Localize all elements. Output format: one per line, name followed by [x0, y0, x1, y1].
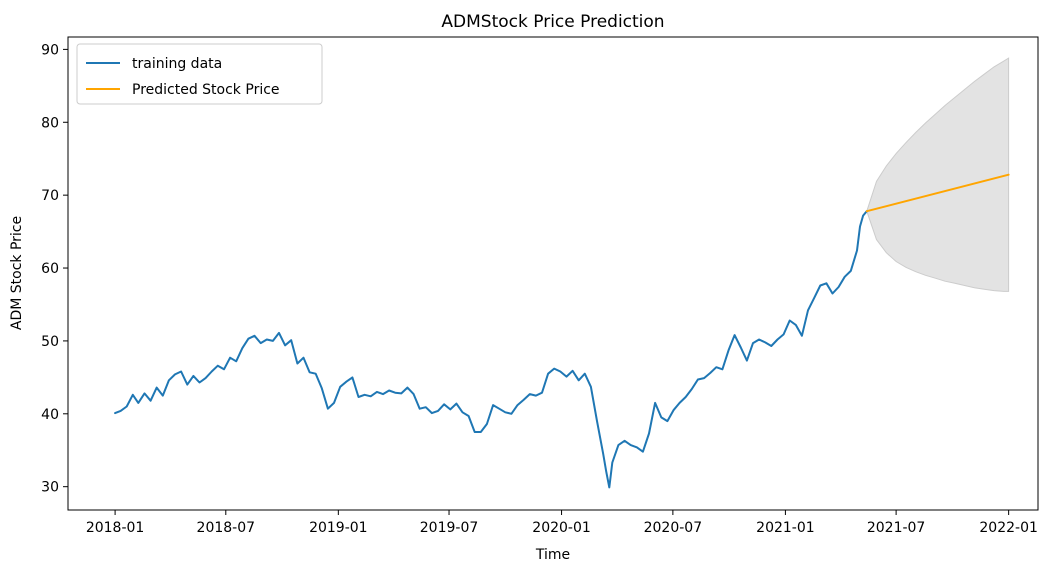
- y-axis-label: ADM Stock Price: [9, 216, 25, 330]
- series-lines-layer: [114, 173, 1010, 489]
- y-tick-label: 60: [41, 261, 59, 277]
- chart-title: ADMStock Price Prediction: [441, 12, 664, 32]
- x-tick-label: 2022-01: [979, 520, 1038, 536]
- y-tick-label: 50: [41, 334, 59, 350]
- x-tick-label: 2019-01: [309, 520, 368, 536]
- predicted-stock-price-line: [865, 173, 1010, 213]
- y-axis: 30 40 50 60 70 80 90: [41, 42, 68, 496]
- legend: training data Predicted Stock Price: [76, 43, 323, 105]
- legend-box: [76, 43, 323, 105]
- y-tick-label: 90: [41, 42, 59, 58]
- legend-label-training-data: training data: [132, 56, 222, 72]
- x-axis-label: Time: [535, 547, 570, 563]
- plot-area-frame: [67, 36, 1039, 511]
- y-tick-label: 70: [41, 188, 59, 204]
- x-tick-label: 2021-07: [867, 520, 926, 536]
- x-tick-label: 2018-01: [86, 520, 145, 536]
- x-axis: 2018-01 2018-07 2019-01 2019-07 2020-01 2020-…: [86, 510, 1038, 536]
- training-data-line: [114, 210, 868, 489]
- y-tick-label: 80: [41, 115, 59, 131]
- legend-label-predicted-stock-price: Predicted Stock Price: [132, 82, 280, 98]
- x-tick-label: 2018-07: [197, 520, 256, 536]
- x-tick-label: 2020-01: [532, 520, 591, 536]
- x-tick-label: 2019-07: [420, 520, 479, 536]
- y-tick-label: 40: [41, 407, 59, 423]
- y-tick-label: 30: [41, 480, 59, 496]
- x-tick-label: 2021-01: [756, 520, 815, 536]
- x-tick-label: 2020-07: [644, 520, 703, 536]
